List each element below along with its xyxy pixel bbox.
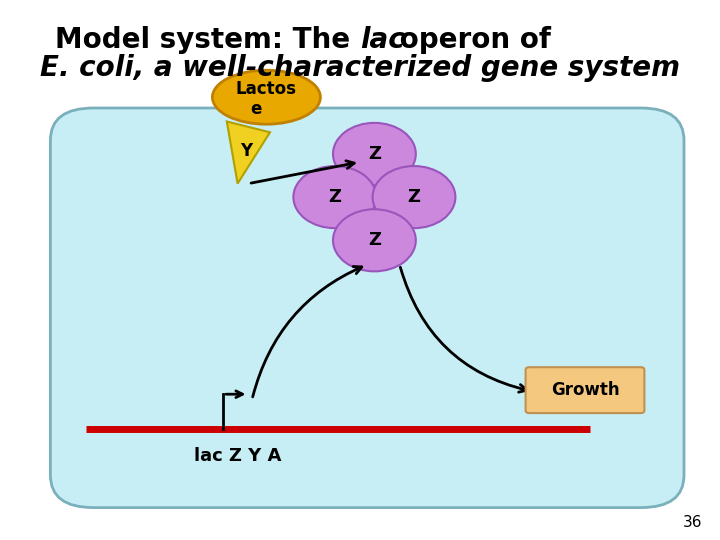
Ellipse shape	[372, 166, 455, 228]
Text: 36: 36	[683, 515, 702, 530]
Text: e: e	[250, 100, 261, 118]
Ellipse shape	[333, 123, 416, 185]
Text: Lactos: Lactos	[236, 80, 297, 98]
FancyBboxPatch shape	[50, 108, 684, 508]
Ellipse shape	[212, 70, 320, 124]
Text: Growth: Growth	[551, 381, 619, 399]
Text: E. coli, a well-characterized gene system: E. coli, a well-characterized gene syste…	[40, 53, 680, 82]
Ellipse shape	[294, 166, 376, 228]
Text: Z: Z	[408, 188, 420, 206]
FancyBboxPatch shape	[526, 367, 644, 413]
Text: operon of: operon of	[390, 26, 552, 55]
Text: Z: Z	[328, 188, 341, 206]
Text: lac Z Y A: lac Z Y A	[194, 447, 282, 465]
Text: Y: Y	[240, 142, 252, 160]
Text: Model system: The: Model system: The	[55, 26, 360, 55]
Text: lac: lac	[360, 26, 405, 55]
Polygon shape	[227, 122, 270, 184]
Ellipse shape	[333, 209, 416, 271]
Text: Z: Z	[368, 231, 381, 249]
Text: Z: Z	[368, 145, 381, 163]
